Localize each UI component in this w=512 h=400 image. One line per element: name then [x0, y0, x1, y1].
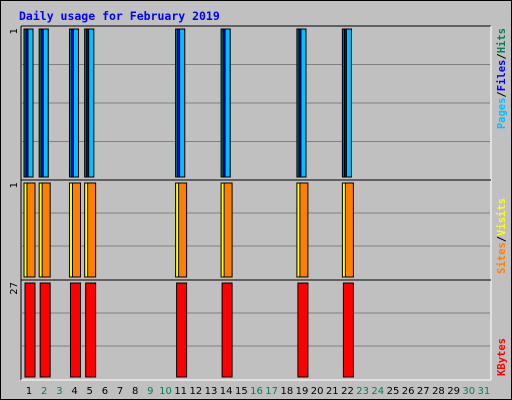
bar-sites-day-14 — [223, 182, 233, 278]
legend-entry-sites: Sites — [496, 242, 508, 274]
chart-panels: 1 1 27 — [9, 25, 492, 381]
x-tick-label-16: 16 — [250, 386, 263, 397]
bar-kbytes-day-11 — [176, 282, 188, 378]
plot-area — [21, 26, 491, 380]
chart-title: Daily usage for February 2019 — [19, 9, 220, 23]
x-tick-label-11: 11 — [174, 386, 187, 397]
x-tick-label-20: 20 — [311, 386, 324, 397]
x-tick-label-28: 28 — [432, 386, 445, 397]
legend-entry-hits: Hits — [496, 28, 508, 53]
legend-2: KBytes — [496, 338, 508, 376]
bar-pages-day-5 — [88, 28, 95, 178]
x-tick-label-29: 29 — [447, 386, 460, 397]
x-tick-label-23: 23 — [356, 386, 369, 397]
bar-pages-day-1 — [27, 28, 34, 178]
bar-kbytes-day-1 — [24, 282, 36, 378]
x-tick-label-26: 26 — [402, 386, 415, 397]
x-tick-label-13: 13 — [205, 386, 218, 397]
panel-visits-sites: 1 — [9, 179, 491, 278]
x-tick-label-24: 24 — [371, 386, 384, 397]
bar-sites-day-22 — [344, 182, 354, 278]
x-tick-label-1: 1 — [26, 386, 32, 397]
bar-pages-day-2 — [42, 28, 49, 178]
x-tick-label-14: 14 — [220, 386, 233, 397]
x-tick-label-7: 7 — [117, 386, 123, 397]
x-tick-label-15: 15 — [235, 386, 248, 397]
x-tick-label-3: 3 — [56, 386, 62, 397]
x-tick-label-10: 10 — [159, 386, 172, 397]
x-tick-label-30: 30 — [462, 386, 475, 397]
bar-kbytes-day-19 — [297, 282, 309, 378]
bar-pages-day-11 — [179, 28, 186, 178]
y-axis-max-label: 1 — [9, 182, 20, 188]
legend-0: Pages/Files/Hits — [496, 28, 508, 129]
bar-kbytes-day-4 — [69, 282, 81, 378]
y-axis-max-label: 1 — [9, 28, 20, 34]
x-tick-label-9: 9 — [147, 386, 153, 397]
x-tick-label-6: 6 — [102, 386, 108, 397]
legend-entry-pages: Pages — [496, 98, 508, 130]
y-axis-max-label: 27 — [9, 282, 20, 295]
bar-kbytes-day-14 — [221, 282, 233, 378]
bar-pages-day-4 — [72, 28, 79, 178]
panel-hits-files-pages: 1 — [9, 28, 490, 178]
bar-pages-day-14 — [224, 28, 231, 178]
bar-sites-day-19 — [299, 182, 309, 278]
x-tick-label-8: 8 — [132, 386, 138, 397]
bar-sites-day-4 — [71, 182, 81, 278]
x-tick-label-19: 19 — [296, 386, 309, 397]
bar-pages-day-19 — [300, 28, 307, 178]
bar-pages-day-22 — [345, 28, 352, 178]
legend-separator: / — [496, 91, 508, 97]
legend-separator: / — [496, 53, 508, 59]
x-tick-label-5: 5 — [87, 386, 93, 397]
x-tick-label-2: 2 — [41, 386, 47, 397]
x-tick-label-31: 31 — [478, 386, 491, 397]
x-tick-label-27: 27 — [417, 386, 430, 397]
bar-sites-day-1 — [26, 182, 36, 278]
bar-kbytes-day-5 — [85, 282, 97, 378]
bar-kbytes-day-22 — [342, 282, 354, 378]
bar-sites-day-5 — [87, 182, 97, 278]
x-tick-label-21: 21 — [326, 386, 339, 397]
legend-1: Sites/Visits — [496, 198, 508, 274]
legend-entry-files: Files — [496, 60, 508, 92]
x-tick-label-12: 12 — [189, 386, 202, 397]
legend-separator: / — [496, 236, 508, 242]
x-tick-label-4: 4 — [71, 386, 77, 397]
legend-entry-visits: Visits — [496, 198, 508, 236]
bar-sites-day-2 — [41, 182, 51, 278]
bar-sites-day-11 — [178, 182, 188, 278]
x-tick-label-17: 17 — [265, 386, 278, 397]
panel-kbytes: 27 — [9, 279, 491, 378]
x-tick-label-18: 18 — [280, 386, 293, 397]
bar-kbytes-day-2 — [39, 282, 51, 378]
x-axis-tick-labels: 1 2 3 4 5 6 7 8 9 10 11 12 13 14 15 16 17 18 19 20 21 22 23 24 2… — [26, 386, 490, 397]
x-tick-label-25: 25 — [387, 386, 400, 397]
legend-entry-kbytes: KBytes — [496, 338, 508, 376]
x-tick-label-22: 22 — [341, 386, 354, 397]
